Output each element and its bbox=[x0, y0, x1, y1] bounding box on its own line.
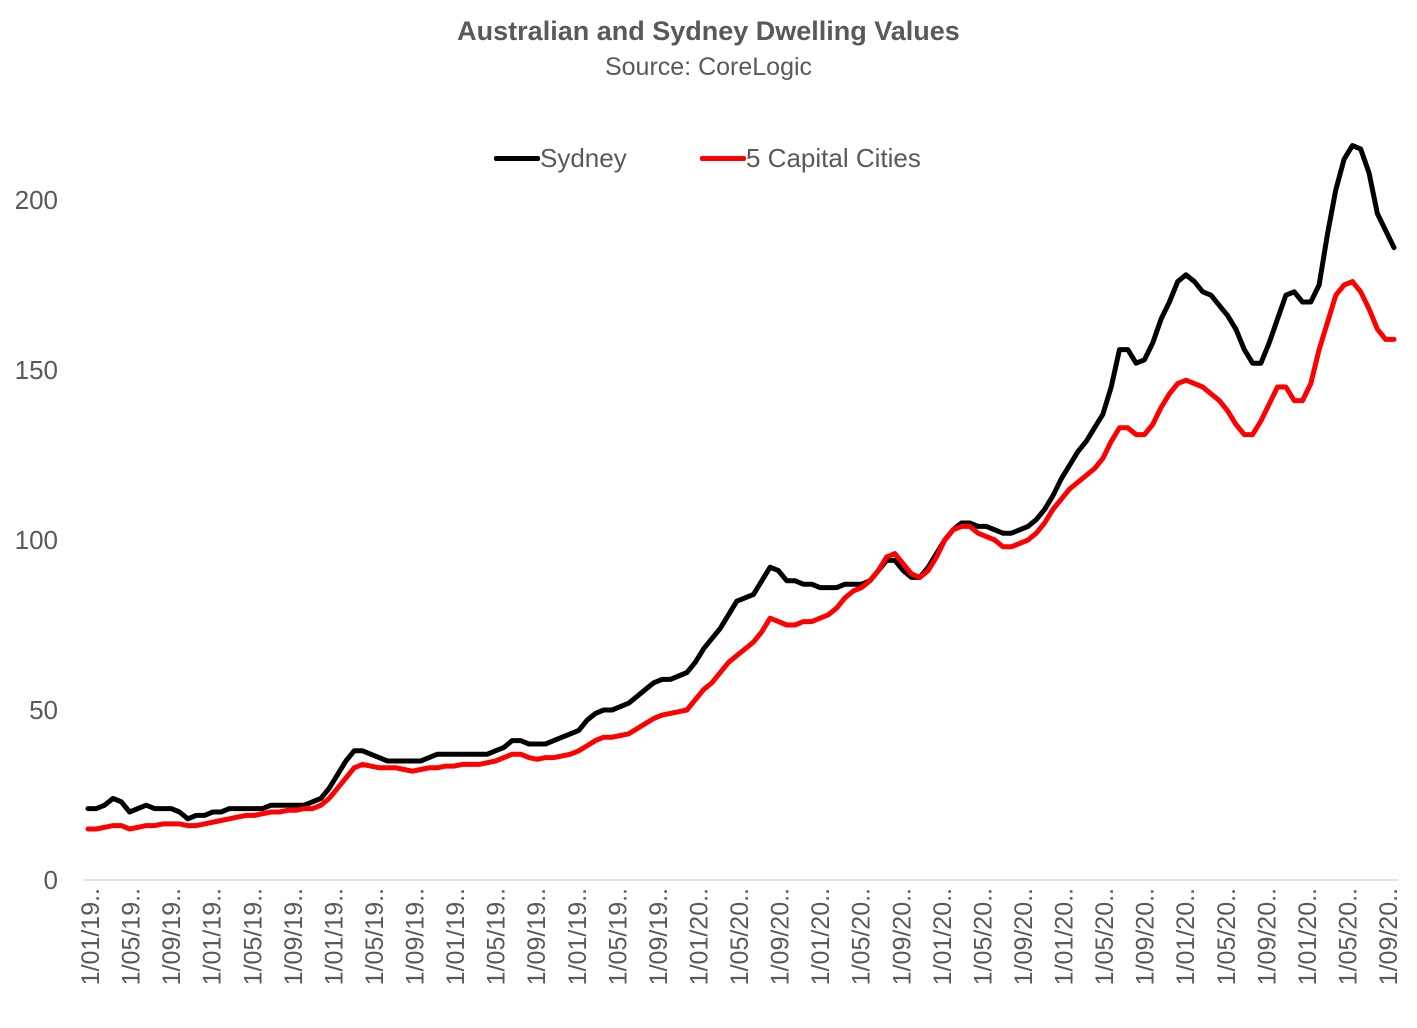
legend-item-5-capital-cities: 5 Capital Cities bbox=[700, 140, 921, 176]
x-tick-label: 1/01/19.. bbox=[442, 888, 470, 985]
x-tick-label: 1/05/20.. bbox=[969, 888, 997, 985]
y-tick-label: 150 bbox=[15, 355, 58, 385]
x-tick-label: 1/09/20.. bbox=[1132, 888, 1160, 985]
x-tick-label: 1/01/20.. bbox=[1172, 888, 1200, 985]
chart-subtitle: Source: CoreLogic bbox=[604, 53, 813, 81]
x-tick-label: 1/09/20.. bbox=[888, 888, 916, 985]
x-tick-label: 1/01/19.. bbox=[77, 888, 105, 985]
x-tick-label: 1/05/19.. bbox=[483, 888, 511, 985]
x-tick-label: 1/05/20.. bbox=[1334, 888, 1362, 985]
y-tick-label: 50 bbox=[29, 695, 58, 725]
x-tick-label: 1/09/20.. bbox=[1253, 888, 1281, 985]
chart-title: Australian and Sydney Dwelling Values bbox=[457, 16, 960, 46]
x-tick-label: 1/05/20.. bbox=[1091, 888, 1119, 985]
x-tick-label: 1/09/19.. bbox=[280, 888, 308, 985]
legend-item-sydney: Sydney bbox=[494, 140, 627, 176]
x-tick-label: 1/01/19.. bbox=[320, 888, 348, 985]
x-tick-label: 1/09/20.. bbox=[1375, 888, 1403, 985]
x-tick-label: 1/05/19.. bbox=[239, 888, 267, 985]
y-tick-label: 100 bbox=[15, 525, 58, 555]
x-tick-label: 1/09/19.. bbox=[645, 888, 673, 985]
x-tick-label: 1/05/19.. bbox=[118, 888, 146, 985]
x-tick-label: 1/09/19.. bbox=[402, 888, 430, 985]
x-tick-label: 1/09/19.. bbox=[523, 888, 551, 985]
x-tick-label: 1/05/19.. bbox=[361, 888, 389, 985]
x-tick-label: 1/05/20.. bbox=[726, 888, 754, 985]
legend-label-5-capital-cities: 5 Capital Cities bbox=[746, 142, 921, 173]
legend-swatch-5-capital-cities bbox=[700, 155, 746, 161]
legend-swatch-sydney bbox=[494, 155, 540, 161]
x-tick-label: 1/01/20.. bbox=[1294, 888, 1322, 985]
x-tick-label: 1/05/20.. bbox=[1213, 888, 1241, 985]
x-tick-label: 1/05/20.. bbox=[848, 888, 876, 985]
x-tick-label: 1/01/20.. bbox=[1051, 888, 1079, 985]
x-tick-label: 1/01/20.. bbox=[929, 888, 957, 985]
x-tick-label: 1/01/19.. bbox=[564, 888, 592, 985]
series-line-5-capital-cities bbox=[85, 279, 1397, 832]
x-tick-label: 1/01/19.. bbox=[199, 888, 227, 985]
y-tick-label: 0 bbox=[44, 865, 58, 895]
x-tick-label: 1/05/19.. bbox=[604, 888, 632, 985]
x-tick-label: 1/09/20.. bbox=[1010, 888, 1038, 985]
y-tick-label: 200 bbox=[15, 185, 58, 215]
legend: Sydney 5 Capital Cities bbox=[0, 140, 1417, 176]
x-tick-label: 1/01/20.. bbox=[807, 888, 835, 985]
x-tick-label: 1/09/19.. bbox=[158, 888, 186, 985]
legend-label-sydney: Sydney bbox=[540, 142, 627, 173]
x-tick-label: 1/01/20.. bbox=[685, 888, 713, 985]
x-tick-label: 1/09/20.. bbox=[767, 888, 795, 985]
series-line-sydney bbox=[85, 143, 1397, 822]
